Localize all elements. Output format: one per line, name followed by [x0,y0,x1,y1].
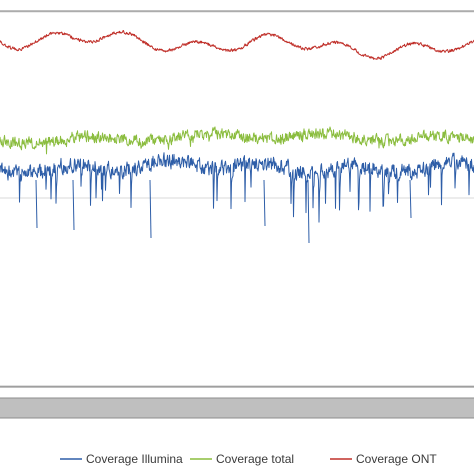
series-layer [0,30,474,244]
legend-item: Coverage ONT [330,452,437,466]
illumina-dip-mark [307,179,310,244]
illumina-dip-mark [72,179,75,231]
illumina-dip-mark [35,179,38,229]
legend-label: Coverage Illumina [86,452,183,466]
legend: Coverage Illumina Coverage total Coverage … [60,452,437,466]
series-line-coverage-illumina [0,152,474,223]
illumina-dip-mark [149,179,152,239]
illumina-dip-mark [263,179,266,227]
series-line-coverage-total [0,126,474,155]
plot-area [0,10,474,388]
legend-label: Coverage total [216,452,294,466]
axis-band [0,397,474,419]
illumina-dip-mark [409,179,412,219]
series-line-coverage-ont [0,30,474,60]
legend-label: Coverage ONT [356,452,437,466]
legend-item: Coverage Illumina [60,452,183,466]
legend-item: Coverage total [190,452,294,466]
